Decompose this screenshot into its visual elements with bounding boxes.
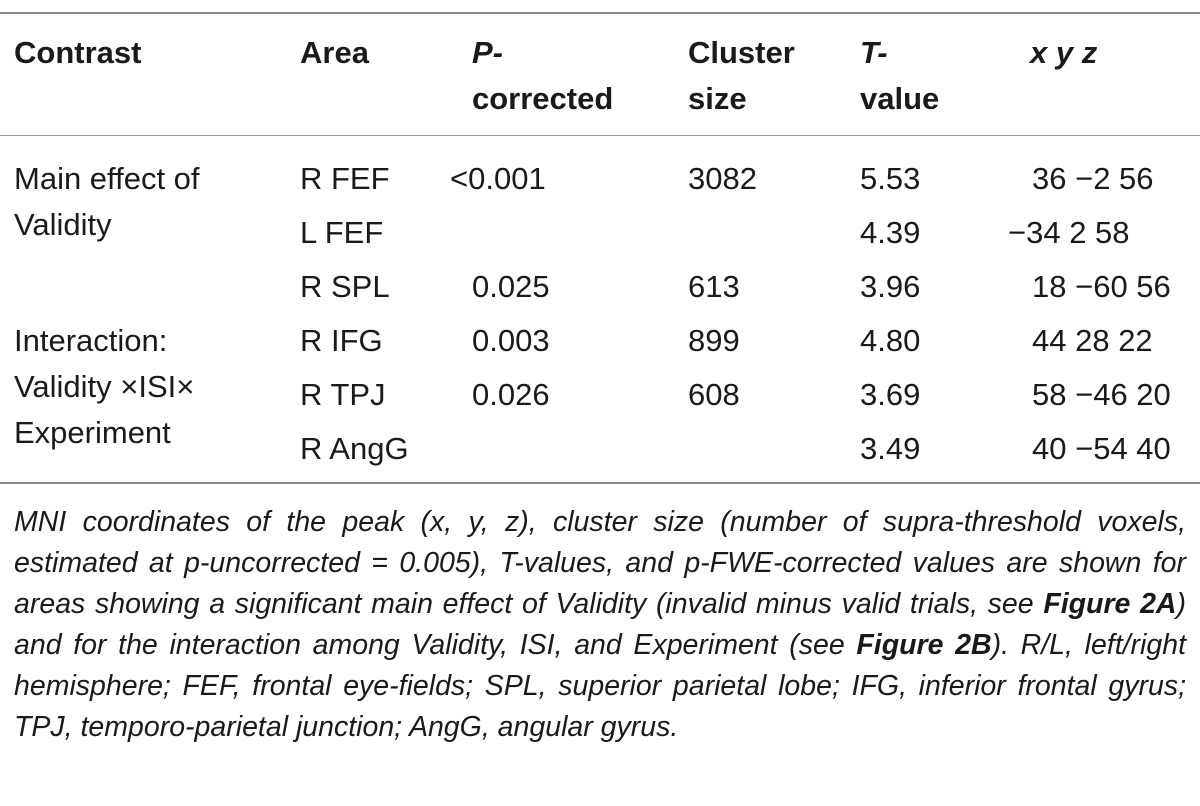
header-xyz: x y z (1030, 35, 1098, 70)
cell-area: R IFG (300, 323, 383, 358)
header-t-value: T- value (860, 30, 939, 122)
header-t-line1: T- (860, 35, 888, 70)
cell-t: 3.49 (860, 431, 921, 466)
cell-p: <0.001 (450, 161, 546, 196)
table-caption: MNI coordinates of the peak (x, y, z), c… (14, 502, 1186, 748)
caption-text-2: ) and for the interaction among Validity… (14, 588, 1187, 661)
cell-p: 0.025 (472, 269, 550, 304)
header-p-corrected: P- corrected (472, 30, 613, 122)
cell-p: 0.003 (472, 323, 550, 358)
caption-text-1: MNI coordinates of the peak (x, y, z), c… (14, 506, 1186, 620)
header-bottom-rule (0, 135, 1200, 136)
cell-cluster: 899 (688, 323, 740, 358)
cell-cluster: 3082 (688, 161, 757, 196)
contrast-interaction: Interaction: Validity ×ISI× Experiment (14, 318, 194, 456)
cell-xyz: 44 28 22 (1032, 323, 1153, 358)
cell-cluster: 608 (688, 377, 740, 412)
table-bottom-rule (0, 482, 1200, 484)
cell-area: R FEF (300, 161, 390, 196)
header-p-line1: P- (472, 35, 503, 70)
contrast-main-line1: Main effect of (14, 161, 200, 196)
cell-t: 5.53 (860, 161, 921, 196)
header-t-line2: value (860, 81, 940, 116)
caption-figure-2a-link[interactable]: Figure 2A (1043, 588, 1177, 620)
header-cluster-line1: Cluster (688, 35, 795, 70)
cell-area: R AngG (300, 431, 409, 466)
cell-area: R TPJ (300, 377, 386, 412)
cell-xyz: 40 −54 40 (1032, 431, 1171, 466)
contrast-interaction-line2: Validity ×ISI× (14, 369, 195, 404)
cell-area: R SPL (300, 269, 390, 304)
header-cluster-line2: size (688, 81, 747, 116)
cell-cluster: 613 (688, 269, 740, 304)
header-contrast: Contrast (14, 35, 142, 70)
cell-t: 4.80 (860, 323, 921, 358)
cell-t: 3.69 (860, 377, 921, 412)
cell-area: L FEF (300, 215, 384, 250)
header-p-line2: corrected (472, 81, 614, 116)
cell-xyz: −34 2 58 (1008, 215, 1130, 250)
cell-xyz: 18 −60 56 (1032, 269, 1171, 304)
contrast-interaction-line1: Interaction: (14, 323, 168, 358)
contrast-main-line2: Validity (14, 207, 112, 242)
cell-t: 4.39 (860, 215, 921, 250)
table-top-rule (0, 12, 1200, 14)
contrast-interaction-line3: Experiment (14, 415, 171, 450)
caption-figure-2b-link[interactable]: Figure 2B (856, 629, 992, 661)
contrast-main-effect: Main effect of Validity (14, 156, 200, 248)
cell-t: 3.96 (860, 269, 921, 304)
cell-xyz: 58 −46 20 (1032, 377, 1171, 412)
header-area: Area (300, 35, 369, 70)
header-cluster-size: Cluster size (688, 30, 795, 122)
cell-p: 0.026 (472, 377, 550, 412)
cell-xyz: 36 −2 56 (1032, 161, 1154, 196)
caption-text-3: ). R/L, left/right hemisphere; FEF, fron… (14, 629, 1186, 743)
